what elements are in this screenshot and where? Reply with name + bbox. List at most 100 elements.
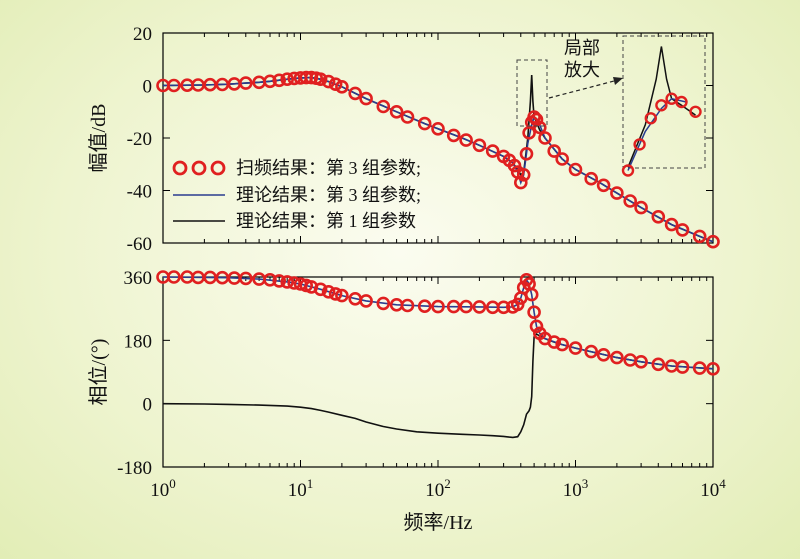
sweep-set3-point — [280, 72, 295, 86]
sweep-set3-point — [610, 186, 624, 200]
phase-sweep-set3-point — [417, 299, 432, 314]
phase-sweep-set3-point — [239, 271, 253, 286]
sweep-set3-point — [485, 144, 500, 158]
phase-sweep-set3-point — [610, 350, 624, 365]
sweep-set3-point — [555, 152, 570, 166]
magnitude-ylabel: 幅值/dB — [87, 104, 110, 173]
phase-theory-set3-line — [162, 276, 714, 370]
phase-ytick-label: -180 — [117, 458, 152, 479]
legend-marker — [172, 160, 188, 176]
sweep-set3-point — [472, 138, 487, 153]
sweep-set3-point — [623, 194, 638, 208]
phase-sweep-set3-point — [459, 299, 473, 314]
sweep-set3-point — [529, 112, 544, 127]
sweep-set3-point — [328, 77, 343, 91]
sweep-set3-point — [692, 229, 707, 244]
sweep-set3-point — [507, 158, 522, 173]
phase-sweep-set3-point — [313, 282, 328, 297]
zoom-source-box — [516, 59, 548, 127]
sweep-set3-point — [538, 131, 552, 145]
sweep-set3-point — [359, 91, 373, 106]
phase-sweep-set3-point — [596, 347, 611, 362]
sweep-set3-point — [389, 105, 404, 119]
legend: 扫频结果：第 3 组参数; 理论结果：第 3 组参数; 理论结果：第 1 组参数 — [172, 158, 421, 231]
legend-label-sweep: 扫频结果：第 3 组参数; — [236, 158, 421, 178]
phase-sweep-set3-point — [263, 272, 277, 287]
sweep-set3-point — [376, 99, 391, 114]
legend-label-theory3: 理论结果：第 3 组参数; — [236, 185, 421, 205]
phase-sweep-set3-point — [584, 344, 599, 359]
x-tick-label: 103 — [563, 476, 589, 501]
phase-sweep-set3-point — [431, 299, 445, 314]
legend-marker — [191, 160, 207, 176]
sweep-set3-point — [400, 110, 415, 124]
phase-sweep-set3-point — [376, 296, 391, 311]
sweep-set3-point — [304, 70, 319, 85]
x-tick-label: 104 — [700, 476, 726, 501]
phase-theory-set1-line — [162, 332, 714, 439]
zoom-label-line2: 放大 — [564, 60, 600, 80]
sweep-set3-point — [417, 116, 432, 131]
inset-sweep-point — [621, 164, 635, 177]
zoom-inset-box — [622, 35, 706, 169]
sweep-set3-point — [664, 217, 679, 232]
sweep-set3-point — [584, 171, 599, 186]
inset-sweep-point — [689, 105, 702, 119]
phase-sweep-set3-point — [287, 276, 302, 290]
phase-sweep-set3-point — [634, 354, 648, 369]
phase-sweep-set3-point — [321, 284, 336, 299]
sweep-set3-point — [547, 144, 562, 158]
magnitude-ytick-label: -40 — [127, 182, 152, 203]
sweep-set3-point — [321, 74, 336, 89]
zoom-arrow-head — [613, 77, 623, 85]
phase-sweep-set3-point — [555, 337, 570, 352]
phase-sweep-set3-point — [328, 287, 343, 301]
phase-ylabel: 相位/(°) — [87, 339, 110, 406]
inset-sweep-point — [675, 95, 688, 109]
legend-label-theory1: 理论结果：第 1 组参数 — [236, 211, 416, 231]
phase-sweep-set3-point — [400, 298, 415, 313]
sweep-set3-point — [651, 210, 666, 224]
inset-sweep-point — [633, 138, 646, 151]
phase-sweep-set3-point — [167, 270, 181, 284]
phase-sweep-set3-point — [568, 341, 583, 355]
inset-theory-set1-line — [627, 46, 696, 168]
magnitude-ytick-label: 0 — [143, 77, 153, 98]
zoom-arrow — [548, 79, 619, 99]
sweep-set3-point — [446, 128, 461, 143]
phase-ytick-label: 360 — [124, 268, 153, 289]
phase-sweep-set3-point — [496, 300, 511, 315]
sweep-set3-point — [313, 72, 328, 86]
sweep-set3-point — [263, 74, 277, 89]
phase-ytick-label: 0 — [143, 395, 153, 416]
phase-sweep-set3-point — [651, 357, 666, 372]
sweep-set3-point — [348, 86, 363, 101]
sweep-set3-point — [239, 76, 253, 90]
sweep-set3-point — [272, 73, 287, 88]
inset-sweep-point — [644, 112, 657, 125]
phase-sweep-set3-point — [280, 275, 295, 289]
theory-set3-line — [162, 76, 714, 243]
sweep-set3-point — [431, 122, 445, 136]
sweep-set3-point — [519, 147, 534, 161]
phase-sweep-set3-point — [446, 299, 461, 314]
sweep-set3-point — [527, 110, 541, 124]
sweep-set3-point — [513, 175, 528, 190]
sweep-set3-point — [532, 120, 547, 135]
sweep-set3-point — [634, 200, 648, 215]
phase-sweep-set3-point — [472, 300, 487, 314]
sweep-set3-point — [675, 223, 690, 237]
magnitude-ytick-label: -60 — [127, 234, 152, 255]
phase-sweep-set3-point — [692, 361, 707, 375]
inset-sweep-point — [655, 99, 668, 112]
legend-marker — [210, 160, 226, 176]
phase-sweep-set3-point — [524, 287, 539, 302]
sweep-set3-point — [459, 133, 473, 147]
zoom-label-line1: 局部 — [564, 38, 600, 58]
phase-sweep-set3-point — [547, 335, 562, 349]
phase-sweep-set3-point — [706, 361, 720, 376]
phase-sweep-set3-point — [527, 305, 541, 320]
phase-sweep-set3-point — [335, 288, 349, 303]
phase-sweep-set3-point — [359, 294, 373, 308]
